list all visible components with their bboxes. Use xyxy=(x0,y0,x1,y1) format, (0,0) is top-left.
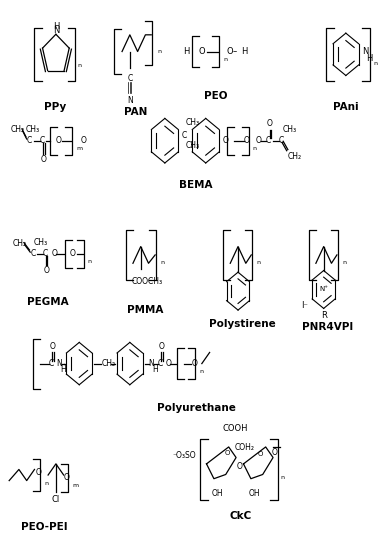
Text: C: C xyxy=(158,359,163,368)
Text: O: O xyxy=(166,359,172,368)
Text: m: m xyxy=(72,483,78,488)
Text: C: C xyxy=(127,74,132,83)
Text: O: O xyxy=(159,342,165,351)
Text: CH₂: CH₂ xyxy=(11,125,25,134)
Text: O: O xyxy=(40,155,46,164)
Text: n: n xyxy=(199,369,203,374)
Text: n: n xyxy=(160,260,164,265)
Text: O: O xyxy=(225,450,230,456)
Text: PEO: PEO xyxy=(204,91,227,101)
Text: n: n xyxy=(88,259,92,264)
Text: O: O xyxy=(43,266,49,275)
Text: n: n xyxy=(281,475,285,480)
Text: O: O xyxy=(50,342,56,351)
Text: C: C xyxy=(266,136,271,145)
Text: n: n xyxy=(77,63,81,68)
Text: BEMA: BEMA xyxy=(179,180,213,190)
Text: PAN: PAN xyxy=(124,108,147,117)
Text: H: H xyxy=(152,365,158,374)
Text: Polystirene: Polystirene xyxy=(209,319,276,329)
Text: O: O xyxy=(258,451,263,457)
Text: H: H xyxy=(241,47,247,56)
Text: OH: OH xyxy=(249,489,260,498)
Text: H: H xyxy=(183,47,189,56)
Text: R: R xyxy=(321,311,327,320)
Text: N: N xyxy=(127,96,133,105)
Text: Polyurethane: Polyurethane xyxy=(156,403,236,413)
Text: n: n xyxy=(44,480,48,486)
Text: COOCH₃: COOCH₃ xyxy=(132,277,163,286)
Text: O: O xyxy=(51,249,57,258)
Text: N⁺: N⁺ xyxy=(319,287,328,292)
Text: –: – xyxy=(233,47,237,56)
Text: CH₂: CH₂ xyxy=(13,239,27,248)
Text: PMMA: PMMA xyxy=(127,305,163,315)
Text: C: C xyxy=(181,130,187,139)
Text: C: C xyxy=(30,249,35,258)
Text: O: O xyxy=(198,47,205,56)
Text: ⁻O₃SO: ⁻O₃SO xyxy=(172,451,196,460)
Text: n: n xyxy=(158,49,162,54)
Text: H: H xyxy=(60,365,66,374)
Text: PAni: PAni xyxy=(333,102,359,111)
Text: I⁻: I⁻ xyxy=(301,301,308,310)
Text: H: H xyxy=(367,54,373,63)
Text: O: O xyxy=(191,359,197,368)
Text: COOH: COOH xyxy=(222,424,248,433)
Text: N: N xyxy=(57,359,62,368)
Text: C: C xyxy=(49,359,54,368)
Text: C: C xyxy=(27,136,32,145)
Text: C: C xyxy=(42,249,47,258)
Text: O: O xyxy=(256,136,261,145)
Text: N: N xyxy=(149,359,154,368)
Text: CH₃: CH₃ xyxy=(34,237,48,246)
Text: COH₂: COH₂ xyxy=(235,442,255,452)
Text: O: O xyxy=(80,136,86,145)
Text: O: O xyxy=(64,473,69,482)
Text: CH₂: CH₂ xyxy=(102,359,116,368)
Text: O: O xyxy=(36,468,42,477)
Text: O: O xyxy=(237,462,243,471)
Text: N: N xyxy=(362,47,368,56)
Text: n: n xyxy=(256,260,260,265)
Text: O: O xyxy=(267,119,273,128)
Text: CH₃: CH₃ xyxy=(283,125,297,134)
Text: Cl: Cl xyxy=(52,494,60,503)
Text: O: O xyxy=(70,249,76,258)
Text: O: O xyxy=(223,136,229,145)
Text: n: n xyxy=(374,61,378,66)
Text: n: n xyxy=(342,260,346,265)
Text: CkC: CkC xyxy=(230,511,252,521)
Text: PPy: PPy xyxy=(44,102,66,111)
Text: OH: OH xyxy=(212,489,223,498)
Text: O: O xyxy=(226,47,233,56)
Text: CH₃: CH₃ xyxy=(185,141,200,150)
Text: C: C xyxy=(279,136,284,145)
Text: CH₃: CH₃ xyxy=(26,125,40,134)
Text: PNR4VPI: PNR4VPI xyxy=(302,322,353,332)
Text: m: m xyxy=(76,146,82,151)
Text: O: O xyxy=(244,136,250,145)
Text: n: n xyxy=(223,57,227,62)
Text: C: C xyxy=(40,136,45,145)
Text: H: H xyxy=(53,22,59,31)
Text: N: N xyxy=(53,26,59,35)
Text: CH₃: CH₃ xyxy=(185,118,200,127)
Text: CH₂: CH₂ xyxy=(288,152,302,161)
Text: PEGMA: PEGMA xyxy=(27,297,69,307)
Text: O: O xyxy=(272,448,278,457)
Text: O: O xyxy=(56,136,62,145)
Text: n: n xyxy=(253,146,257,151)
Text: PEO-PEI: PEO-PEI xyxy=(21,522,67,533)
